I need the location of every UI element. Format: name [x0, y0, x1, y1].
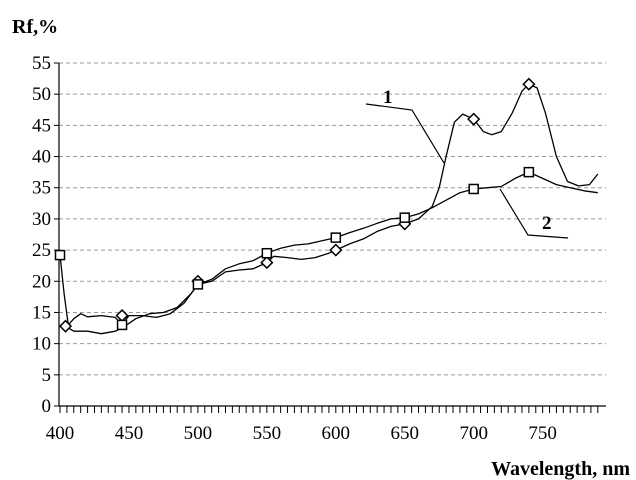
x-tick-label-600: 600 [322, 423, 351, 444]
y-tick-label-45: 45 [32, 115, 51, 136]
tick-labels: 0 5 10 15 20 25 30 35 40 45 50 55 400 450 500 550 600 650… [32, 53, 557, 444]
series-1-marker-700 [468, 114, 479, 125]
series-2-marker-650 [400, 213, 409, 222]
x-tick-label-500: 500 [184, 423, 213, 444]
series-2-marker-700 [469, 184, 478, 193]
x-tick-label-700: 700 [459, 423, 488, 444]
series-2-marker-445 [118, 320, 127, 329]
series-2-leader-line [500, 189, 568, 238]
series-lines [60, 84, 598, 334]
x-tick-label-400: 400 [46, 423, 75, 444]
series-1-marker-404 [60, 321, 71, 332]
x-axis-title: Wavelength, nm [491, 458, 630, 480]
y-tick-label-0: 0 [42, 396, 52, 417]
series-2-marker-600 [331, 233, 340, 242]
y-axis-title: Rf,% [12, 16, 58, 38]
series-annotations: 1 2 [366, 87, 568, 238]
y-tick-label-25: 25 [32, 240, 51, 261]
series-2-marker-740 [524, 168, 533, 177]
y-tick-label-30: 30 [32, 209, 51, 230]
tick-marks [54, 63, 598, 413]
x-tick-label-750: 750 [528, 423, 557, 444]
series-2-line [60, 172, 598, 325]
series-2-marker-500 [193, 280, 202, 289]
gridlines [59, 63, 606, 375]
x-tick-label-450: 450 [115, 423, 144, 444]
y-tick-label-5: 5 [42, 365, 52, 386]
series-2-marker-550 [262, 249, 271, 258]
y-tick-label-15: 15 [32, 302, 51, 323]
series-1-line [66, 84, 598, 334]
series-2-marker-400 [56, 251, 65, 260]
y-tick-label-40: 40 [32, 147, 51, 168]
x-tick-label-550: 550 [253, 423, 282, 444]
x-tick-label-650: 650 [391, 423, 420, 444]
series-1-leader-line [366, 104, 444, 163]
series-markers [56, 79, 535, 332]
series-1-label: 1 [383, 87, 393, 108]
y-tick-label-20: 20 [32, 271, 51, 292]
series-1-marker-600 [330, 245, 341, 256]
y-tick-label-35: 35 [32, 178, 51, 199]
y-tick-label-55: 55 [32, 53, 51, 74]
y-tick-label-10: 10 [32, 334, 51, 355]
series-2-label: 2 [542, 213, 552, 234]
y-tick-label-50: 50 [32, 84, 51, 105]
